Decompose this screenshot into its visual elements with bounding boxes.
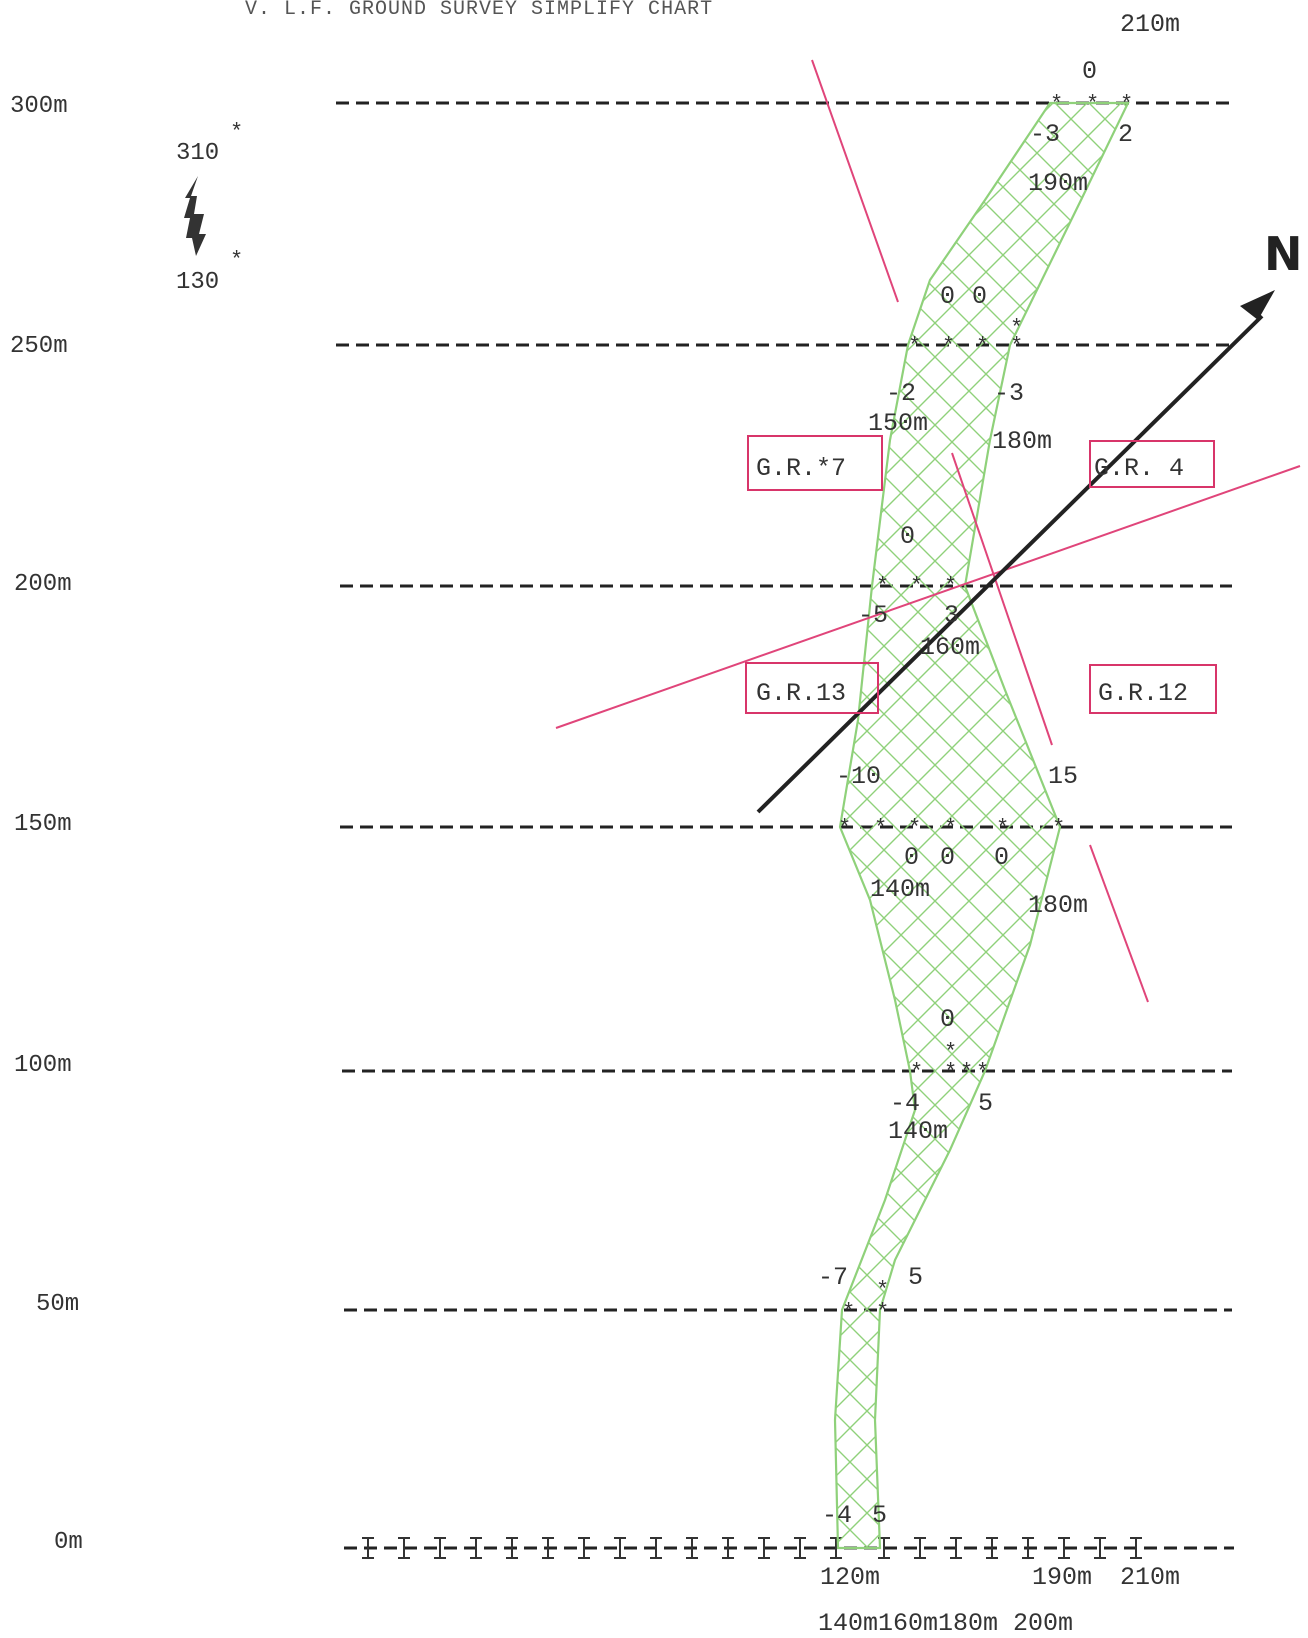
reading-distance: 180m [1028,891,1088,920]
reading-value: -3 [994,379,1024,408]
reading-value: -2 [886,379,916,408]
marker: * [944,1040,957,1065]
survey-lines [336,101,1234,1550]
reading-distance: 210m [1120,10,1180,39]
marker: * [908,816,921,841]
y-axis: 300m 250m 200m 150m 100m 50m 0m [10,93,83,1556]
station-label-gr7: G.R.*7 [756,454,846,483]
marker: * [842,1300,855,1325]
station-box-gr7 [747,435,883,491]
reading-distance: 150m [868,409,928,438]
marker: * [996,816,1009,841]
station-box-gr12 [1089,664,1217,714]
marker: * [960,1060,973,1085]
marker: * [1050,92,1063,117]
station-label-gr13: G.R.13 [756,679,846,708]
reading-value: 0 [1082,57,1097,86]
station-boxes [745,435,1217,714]
bearing-indicator: 310 * 130 * [176,120,243,296]
reading-value: 0 [940,1005,955,1034]
bearing-top-mark: * [230,120,243,145]
marker: * [944,1060,957,1085]
station-label-gr12: G.R.12 [1098,679,1188,708]
reading-distance: 190m [1028,169,1088,198]
bearing-arrow-icon [184,176,206,256]
marker: * [874,816,887,841]
reading-value: 5 [908,1263,923,1292]
reading-value: 2 [1118,120,1133,149]
marker: * [838,816,851,841]
chart-title: V. L.F. GROUND SURVEY SIMPLIFY CHART [245,0,713,21]
y-label-100: 100m [14,1052,72,1079]
reading-value: 5 [872,1501,887,1530]
marker: * [910,1060,923,1085]
station-label-gr4: G.R. 4 [1094,454,1184,483]
marker: * [1010,334,1023,359]
fault-line-4 [1089,844,1149,1003]
north-arrowhead-icon [1240,290,1275,320]
fault-line-2 [951,452,1053,746]
marker: * [910,574,923,599]
marker: * [976,334,989,359]
marker: * [908,334,921,359]
reading-value: -7 [818,1263,848,1292]
marker: * [976,1060,989,1085]
reading-value: -4 [822,1501,852,1530]
marker: * [1086,92,1099,117]
anomaly-zone [833,101,1130,1550]
reading-value: -4 [890,1089,920,1118]
reading-distance: 210m [1120,1563,1180,1592]
y-label-300: 300m [10,93,68,120]
y-label-150: 150m [14,811,72,838]
marker: * [944,816,957,841]
reading-distance: 180m [992,427,1052,456]
bearing-bottom-mark: * [230,248,243,273]
marker: * [1010,316,1023,341]
y-label-0: 0m [54,1529,83,1556]
reading-value: 3 [944,601,959,630]
bearing-top: 310 [176,140,219,167]
station-box-gr13 [745,662,879,714]
marker: * [1052,816,1065,841]
reading-distance: 140m [888,1117,948,1146]
y-label-200: 200m [14,571,72,598]
bearing-bottom: 130 [176,269,219,296]
reading-value: 5 [978,1089,993,1118]
reading-value: 0 [904,843,919,872]
reading-value: 15 [1048,762,1078,791]
reading-distance: 140m [870,875,930,904]
marker: * [876,1278,889,1303]
reading-value: -3 [1030,120,1060,149]
marker: * [876,574,889,599]
reading-value: 0 [900,522,915,551]
y-label-250: 250m [10,333,68,360]
reading-value: 0 [994,843,1009,872]
reading-value: -5 [858,601,888,630]
marker: * [942,334,955,359]
reading-value: -10 [836,762,881,791]
reading-distance: 120m [820,1563,880,1592]
reading-distance: 190m [1032,1563,1092,1592]
marker: * [876,1300,889,1325]
reading-distance: 140m160m180m 200m [818,1609,1073,1638]
fault-line-1 [811,59,899,303]
station-markers: * * * * * * * * * * * * * * * * * * * * … [838,92,1133,1325]
station-box-gr4 [1089,440,1215,488]
north-arrow: N [756,227,1303,814]
reading-value: 0 [940,282,955,311]
reading-value: 0 [940,843,955,872]
reading-distance: 160m [920,633,980,662]
reading-value: 0 [972,282,987,311]
marker: * [944,574,957,599]
fault-lines [555,59,1301,1003]
marker: * [1120,92,1133,117]
y-label-50: 50m [36,1291,79,1318]
baseline-ticks [362,1537,1142,1559]
north-label: N [1264,227,1303,281]
fault-line-3 [555,465,1301,729]
